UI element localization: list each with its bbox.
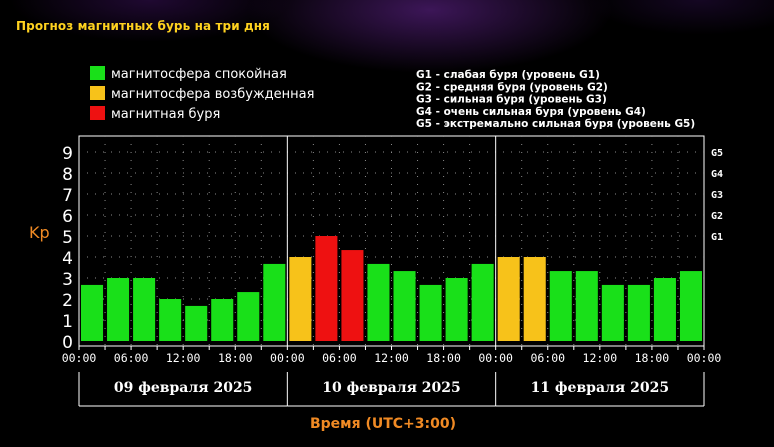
y-tick-label: 3 xyxy=(62,270,73,290)
y-tick-label: 7 xyxy=(62,186,73,206)
kp-bar xyxy=(107,278,130,341)
x-tick-label: 18:00 xyxy=(635,351,670,365)
day-label: 10 февраля 2025 xyxy=(322,380,461,396)
legend-swatch xyxy=(90,106,105,120)
x-tick-label: 06:00 xyxy=(114,351,149,365)
kp-bar xyxy=(393,271,416,341)
kp-bar xyxy=(237,292,260,341)
storm-level-tick: G1 xyxy=(711,232,723,243)
y-tick-label: 6 xyxy=(62,207,73,227)
y-tick-label: 2 xyxy=(62,291,73,311)
kp-bar xyxy=(133,278,156,341)
y-tick-label: 8 xyxy=(62,165,73,185)
storm-level-legend-item: G1 - слабая буря (уровень G1) xyxy=(416,69,600,81)
kp-bar xyxy=(549,271,572,341)
storm-level-legend-item: G5 - экстремально сильная буря (уровень … xyxy=(416,118,695,130)
x-tick-label: 06:00 xyxy=(322,351,357,365)
storm-level-tick: G3 xyxy=(711,190,723,201)
legend-label: магнитосфера возбужденная xyxy=(111,87,314,102)
kp-bar xyxy=(185,305,208,341)
kp-bar xyxy=(653,278,676,341)
legend-label: магнитосфера спокойная xyxy=(111,67,287,82)
x-tick-label: 00:00 xyxy=(478,351,513,365)
page-title: Прогноз магнитных бурь на три дня xyxy=(16,19,270,33)
x-tick-label: 00:00 xyxy=(270,351,305,365)
kp-bar xyxy=(601,284,624,341)
kp-bar xyxy=(211,299,234,341)
kp-bar xyxy=(523,257,546,341)
storm-level-legend-item: G2 - средняя буря (уровень G2) xyxy=(416,81,608,93)
kp-bar xyxy=(315,236,338,341)
y-axis-label: Kp xyxy=(29,223,50,242)
x-tick-label: 12:00 xyxy=(583,351,618,365)
x-axis-label: Время (UTC+3:00) xyxy=(310,416,456,432)
legend-label: магнитная буря xyxy=(111,107,220,122)
y-tick-label: 0 xyxy=(62,333,73,353)
x-tick-label: 00:00 xyxy=(62,351,97,365)
storm-level-legend-item: G3 - сильная буря (уровень G3) xyxy=(416,94,607,106)
storm-level-tick: G2 xyxy=(711,211,723,222)
kp-bar xyxy=(497,257,520,341)
kp-bar xyxy=(575,271,598,341)
y-tick-label: 9 xyxy=(62,144,73,164)
day-label: 11 февраля 2025 xyxy=(531,380,670,396)
x-tick-label: 06:00 xyxy=(530,351,565,365)
y-tick-label: 5 xyxy=(62,228,73,248)
kp-bar xyxy=(627,284,650,341)
storm-level-tick: G4 xyxy=(711,169,723,180)
x-tick-label: 18:00 xyxy=(426,351,461,365)
kp-bar xyxy=(263,263,286,341)
x-tick-label: 12:00 xyxy=(166,351,201,365)
x-tick-label: 12:00 xyxy=(374,351,409,365)
kp-bar xyxy=(679,271,702,341)
kp-bar xyxy=(81,284,104,341)
kp-bar xyxy=(419,284,442,341)
y-tick-label: 1 xyxy=(62,312,73,332)
kp-bar xyxy=(445,278,468,341)
storm-level-tick: G5 xyxy=(711,148,723,159)
y-tick-label: 4 xyxy=(62,249,73,269)
kp-bar xyxy=(289,257,312,341)
legend-swatch xyxy=(90,86,105,100)
day-label: 09 февраля 2025 xyxy=(114,380,253,396)
kp-bar xyxy=(341,250,364,341)
x-tick-label: 18:00 xyxy=(218,351,253,365)
x-tick-label: 00:00 xyxy=(687,351,722,365)
kp-bar xyxy=(159,299,182,341)
legend-swatch xyxy=(90,66,105,80)
storm-level-legend-item: G4 - очень сильная буря (уровень G4) xyxy=(416,106,646,118)
kp-bar xyxy=(367,263,390,341)
kp-bar xyxy=(471,263,494,341)
